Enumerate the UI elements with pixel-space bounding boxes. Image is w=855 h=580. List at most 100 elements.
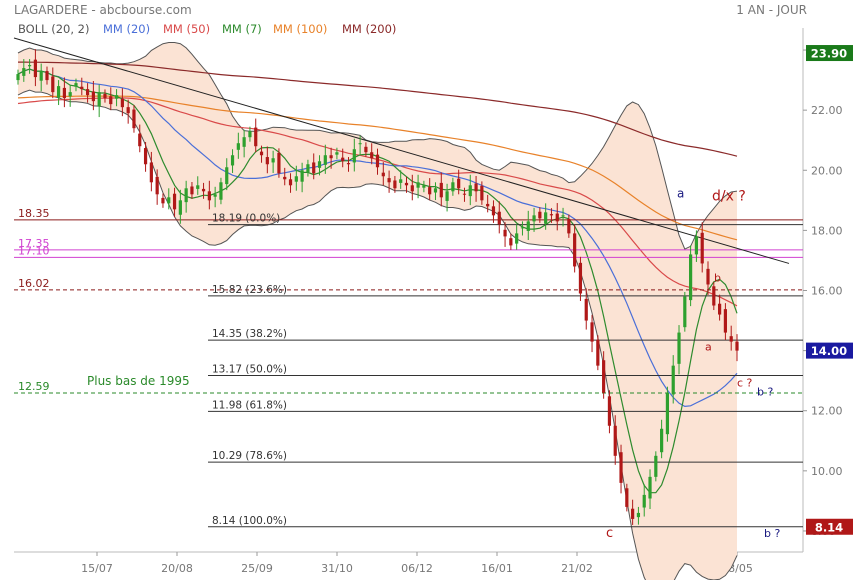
candle-body <box>712 286 716 306</box>
candle-body <box>445 191 449 201</box>
fib-label: 18.19 (0.0%) <box>212 213 280 225</box>
legend-mm7: MM (7) <box>222 22 262 36</box>
bollinger-band-fill <box>18 42 737 580</box>
price-badge-low: 8.14 <box>815 520 843 534</box>
candle-body <box>126 107 130 114</box>
candle-body <box>491 206 496 216</box>
candle-body <box>526 221 530 231</box>
candle-body <box>694 236 699 255</box>
candle-body <box>335 152 339 155</box>
candle-body <box>422 185 426 188</box>
fib-label: 8.14 (100.0%) <box>212 515 287 527</box>
price-badge-low-bg <box>806 518 853 535</box>
candle-body <box>277 152 281 174</box>
mm100-line <box>17 95 738 241</box>
price-badge-high: 23.90 <box>811 47 847 61</box>
candle-body <box>607 396 612 426</box>
candle-body <box>497 211 501 225</box>
candle-body <box>631 508 635 519</box>
y-tick-label: 12.00 <box>811 405 843 418</box>
candle-body <box>416 182 420 188</box>
bollinger-lower <box>17 89 738 580</box>
x-tick-label: 15/07 <box>81 562 113 575</box>
candle-body <box>51 76 55 93</box>
y-tick-label: 18.00 <box>811 224 843 237</box>
level-label: 17.35 <box>18 237 50 250</box>
candle-body <box>677 332 681 364</box>
wave-label-a: a <box>677 186 684 200</box>
candle-body <box>352 149 356 163</box>
candle-body <box>97 92 101 107</box>
candle-body <box>39 71 43 81</box>
candle-body <box>503 229 507 237</box>
candle-body <box>91 91 95 102</box>
candle-body <box>439 182 443 198</box>
candle-body <box>329 155 333 159</box>
candle-body <box>538 211 542 219</box>
fib-label: 10.29 (78.6%) <box>212 450 287 462</box>
candle-body <box>80 86 84 90</box>
y-tick-label: 20.00 <box>811 164 843 177</box>
candle-body <box>544 212 548 224</box>
legend-mm20: MM (20) <box>103 22 151 36</box>
wave-label-c-q: c ? <box>737 377 753 390</box>
candle-body <box>404 182 409 186</box>
candle-body <box>718 303 722 315</box>
candle-body <box>138 133 142 147</box>
candle-body <box>480 185 484 201</box>
candle-body <box>375 154 380 168</box>
fib-label: 11.98 (61.8%) <box>212 399 287 411</box>
candle-body <box>549 214 554 216</box>
candle-body <box>167 197 171 204</box>
candle-body <box>68 92 72 97</box>
level-label: 12.59 <box>18 380 50 393</box>
price-badge-current-bg <box>806 342 853 359</box>
candle-body <box>74 83 78 87</box>
candle-body <box>515 233 519 244</box>
candle-body <box>149 162 153 183</box>
legend-mm50: MM (50) <box>163 22 211 36</box>
legend-mm200: MM (200) <box>342 22 397 36</box>
mm200-line <box>18 61 738 157</box>
candle-body <box>300 170 304 182</box>
candle-body <box>648 476 652 499</box>
x-tick-label: 16/01 <box>481 562 513 575</box>
candle-body <box>120 98 124 108</box>
price-badge-high-bg <box>806 45 853 62</box>
candle-body <box>451 182 455 192</box>
wave-label-a2: a <box>705 341 712 354</box>
fib-label: 14.35 (38.2%) <box>212 328 287 340</box>
candle-body <box>671 365 675 395</box>
fib-label: 15.82 (23.6%) <box>212 284 287 296</box>
candle-body <box>399 179 403 183</box>
candle-body <box>584 298 588 321</box>
x-tick-label: 31/10 <box>321 562 353 575</box>
candle-body <box>283 176 287 180</box>
candle-body <box>683 296 687 328</box>
candle-body <box>271 158 275 163</box>
candle-body <box>735 341 739 351</box>
legend-mm100: MM (100) <box>273 22 328 36</box>
candle-body <box>201 188 206 192</box>
candle-body <box>341 157 345 162</box>
candle-body <box>590 322 594 342</box>
candle-body <box>358 143 362 145</box>
candle-body <box>213 194 217 197</box>
x-tick-label: 25/09 <box>241 562 273 575</box>
wave-label-b-q: b ? <box>757 386 773 399</box>
candle-body <box>520 227 525 229</box>
candle-body <box>596 339 600 366</box>
candle-body <box>161 197 165 204</box>
candle-body <box>236 143 240 150</box>
candle-body <box>294 176 298 182</box>
wave-label-b: b <box>714 271 721 284</box>
wave-label-dx: d/x ? <box>712 188 746 204</box>
candle-body <box>132 109 136 129</box>
candle-body <box>370 152 374 159</box>
candle-body <box>172 193 177 210</box>
y-tick-label: 10.00 <box>811 465 843 478</box>
candle-body <box>230 155 235 166</box>
candle-body <box>625 488 629 507</box>
candle-body <box>242 137 246 147</box>
candle-body <box>225 167 229 185</box>
